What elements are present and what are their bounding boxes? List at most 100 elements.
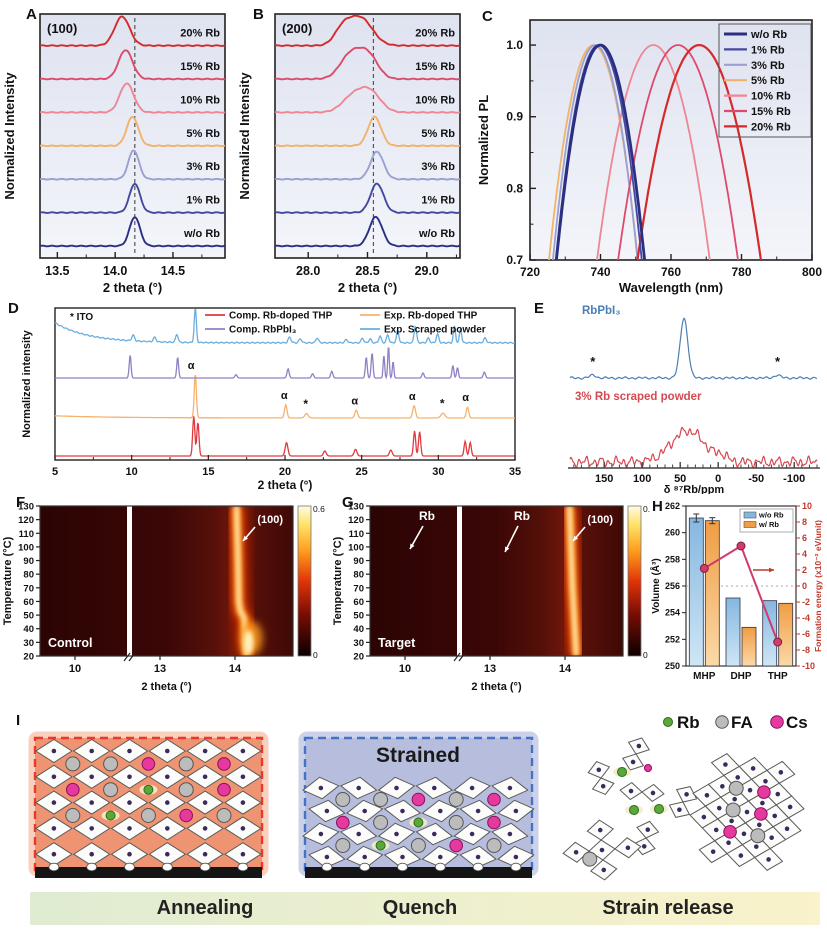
panel-annotation: (100) [47,21,77,36]
trace-label: 20% Rb [415,28,455,40]
trace-label: w/o Rb [183,228,220,240]
iodide-dot [127,748,132,754]
heatmap-content [223,506,263,656]
iodide-dot [757,822,762,828]
iodide-dot [677,807,682,813]
trace-20% Rb [39,15,226,47]
y-tick: 70 [353,583,364,594]
right-tick: -2 [802,597,810,607]
x-axis-label: 2 theta (°) [141,681,192,693]
panel-g-label: G [342,494,354,511]
rb-annotation: Rb [419,509,435,523]
iodide-dot [641,844,647,849]
peak-annotation: (100) [587,514,613,526]
panel-f-label: F [16,494,26,511]
ion-FA [178,782,194,798]
iodide-dot [772,813,778,819]
strain-release-clusters [562,737,805,881]
peak-annotation: (100) [257,514,283,526]
trace-5% Rb [274,115,461,148]
x-tick: 35 [509,466,521,478]
legend-label: Rb [677,713,700,732]
iodide-dot [89,851,94,857]
iodide-dot [127,851,132,857]
iodide-dot [720,784,725,789]
ito-note: * ITO [70,312,93,323]
trace-1% Rb [39,182,226,214]
x-tick: 29.0 [415,264,439,278]
colorbar [627,505,642,657]
legend: w/o Rbw/ Rb [739,508,794,533]
cluster-block [689,753,805,871]
right-tick: -10 [802,661,815,671]
panel-i-label: I [16,712,21,729]
trace-20% Rb [274,14,461,47]
iodide-dot [769,835,774,840]
y-tick: 100 [348,542,364,553]
iodide-dot [394,785,399,791]
panel-b-label: B [253,6,264,23]
plot-area [274,13,461,259]
ion-Cs [217,757,231,771]
iodide-dot [202,800,208,805]
panel-f-canvas: 2030405060708090100110120130Temperature … [2,502,325,694]
iodide-dot [127,826,132,831]
iodide-dot [723,762,728,767]
bar-w-rb-THP [778,602,794,667]
iodide-dot [469,831,475,837]
legend-label: w/o Rb [758,511,784,520]
iodide-dot [318,785,324,791]
iodide-dot [716,805,722,811]
interface-void [124,862,135,872]
panel-g-canvas: 2030405060708090100110120130Temperature … [332,502,650,694]
ion-Cs [487,815,501,830]
ion-FA [103,782,119,798]
x-axis-label: 2 theta (°) [103,280,162,295]
legend-label: Cs [786,713,808,732]
iodide-dot [51,851,57,857]
x-tick: 740 [590,265,610,279]
x-tick: 150 [595,473,613,485]
left-tick: 252 [665,634,680,644]
trace-label: 1% Rb [421,195,455,207]
iodide-dot [89,826,94,831]
panel-d: D α α α α α * * * ITO Comp. Rb-doped THP Exp. Rb-… [0,298,530,494]
ion-FA [178,756,194,772]
y-tick: 0.7 [506,253,523,267]
iodide-dot [432,831,437,837]
x-tick: 13 [154,663,166,675]
strained-title: Strained [376,744,460,767]
panel-c-canvas: 720 740 760 780 800 1.0 0.9 0.8 0.7 Wavelength (n… [476,19,822,295]
x-tick: 50 [674,473,686,485]
iodide-dot [400,808,405,814]
iodide-dot [240,800,246,805]
panel-h: H MHP DHP THP 250 252 254 256 258 260 262 -10 -8 -6-… [650,494,827,710]
trace-1% Rb [274,182,461,214]
iodide-dot [650,790,656,796]
banner-label: Quench [383,897,457,919]
ion-FA [728,780,744,796]
x-axis-label: δ ⁸⁷Rb/ppm [664,484,725,494]
trace-label: 20% Rb [180,28,220,40]
y-tick: 30 [353,638,364,649]
interface-void [510,862,522,872]
right-tick: 2 [802,565,807,575]
pl-curve-3% Rb [552,44,639,260]
y-tick: 50 [23,611,34,622]
y-tick: 30 [23,638,34,649]
iodide-dot [89,748,94,754]
iodide-dot [165,826,170,831]
legend-label: FA [731,713,753,732]
iodide-dot [701,814,707,820]
interface-void [397,862,408,872]
iodide-dot [432,785,437,791]
iodide-dot [89,800,94,805]
ion-FA [335,792,351,807]
x-axis-label: 2 theta (°) [471,681,522,693]
panel-d-canvas: α α α α α * * * ITO Comp. Rb-doped THP Exp. Rb-do… [21,307,521,492]
ion-FA [65,756,81,772]
iodide-dot [400,854,405,860]
iodide-dot [469,785,475,791]
legend: w/o Rb 1% Rb 3% Rb 5% Rb 10% Rb 15% Rb 20% Rb [718,23,812,138]
panel-c: C 720 740 760 780 800 1.0 0.9 0.8 0.7 Wavelength … [470,0,827,298]
